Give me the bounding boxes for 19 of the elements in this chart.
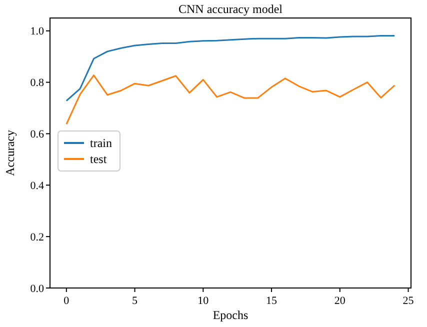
line-series <box>66 34 396 102</box>
x-tick-label: 0 <box>64 295 70 307</box>
x-tick-label: 15 <box>266 295 278 307</box>
x-tick-label: 20 <box>334 295 346 307</box>
chart-title: CNN accuracy model <box>178 2 284 16</box>
y-tick-label: 0.8 <box>30 77 44 90</box>
y-tick-label: 0.2 <box>30 231 44 244</box>
y-tick-label: 0.0 <box>30 282 44 295</box>
x-tick-label: 5 <box>132 295 138 307</box>
y-tick-label: 0.4 <box>30 180 44 192</box>
x-tick-label: 25 <box>402 295 414 307</box>
y-axis-title: Accuracy <box>3 130 17 176</box>
y-tick-label: 1.0 <box>30 26 44 38</box>
line-series <box>66 74 396 125</box>
x-tick-label: 10 <box>198 295 210 307</box>
y-tick-label: 0.6 <box>30 128 44 141</box>
legend-label: test <box>90 152 108 166</box>
legend-label: train <box>90 136 112 150</box>
x-axis-title: Epochs <box>212 308 248 322</box>
